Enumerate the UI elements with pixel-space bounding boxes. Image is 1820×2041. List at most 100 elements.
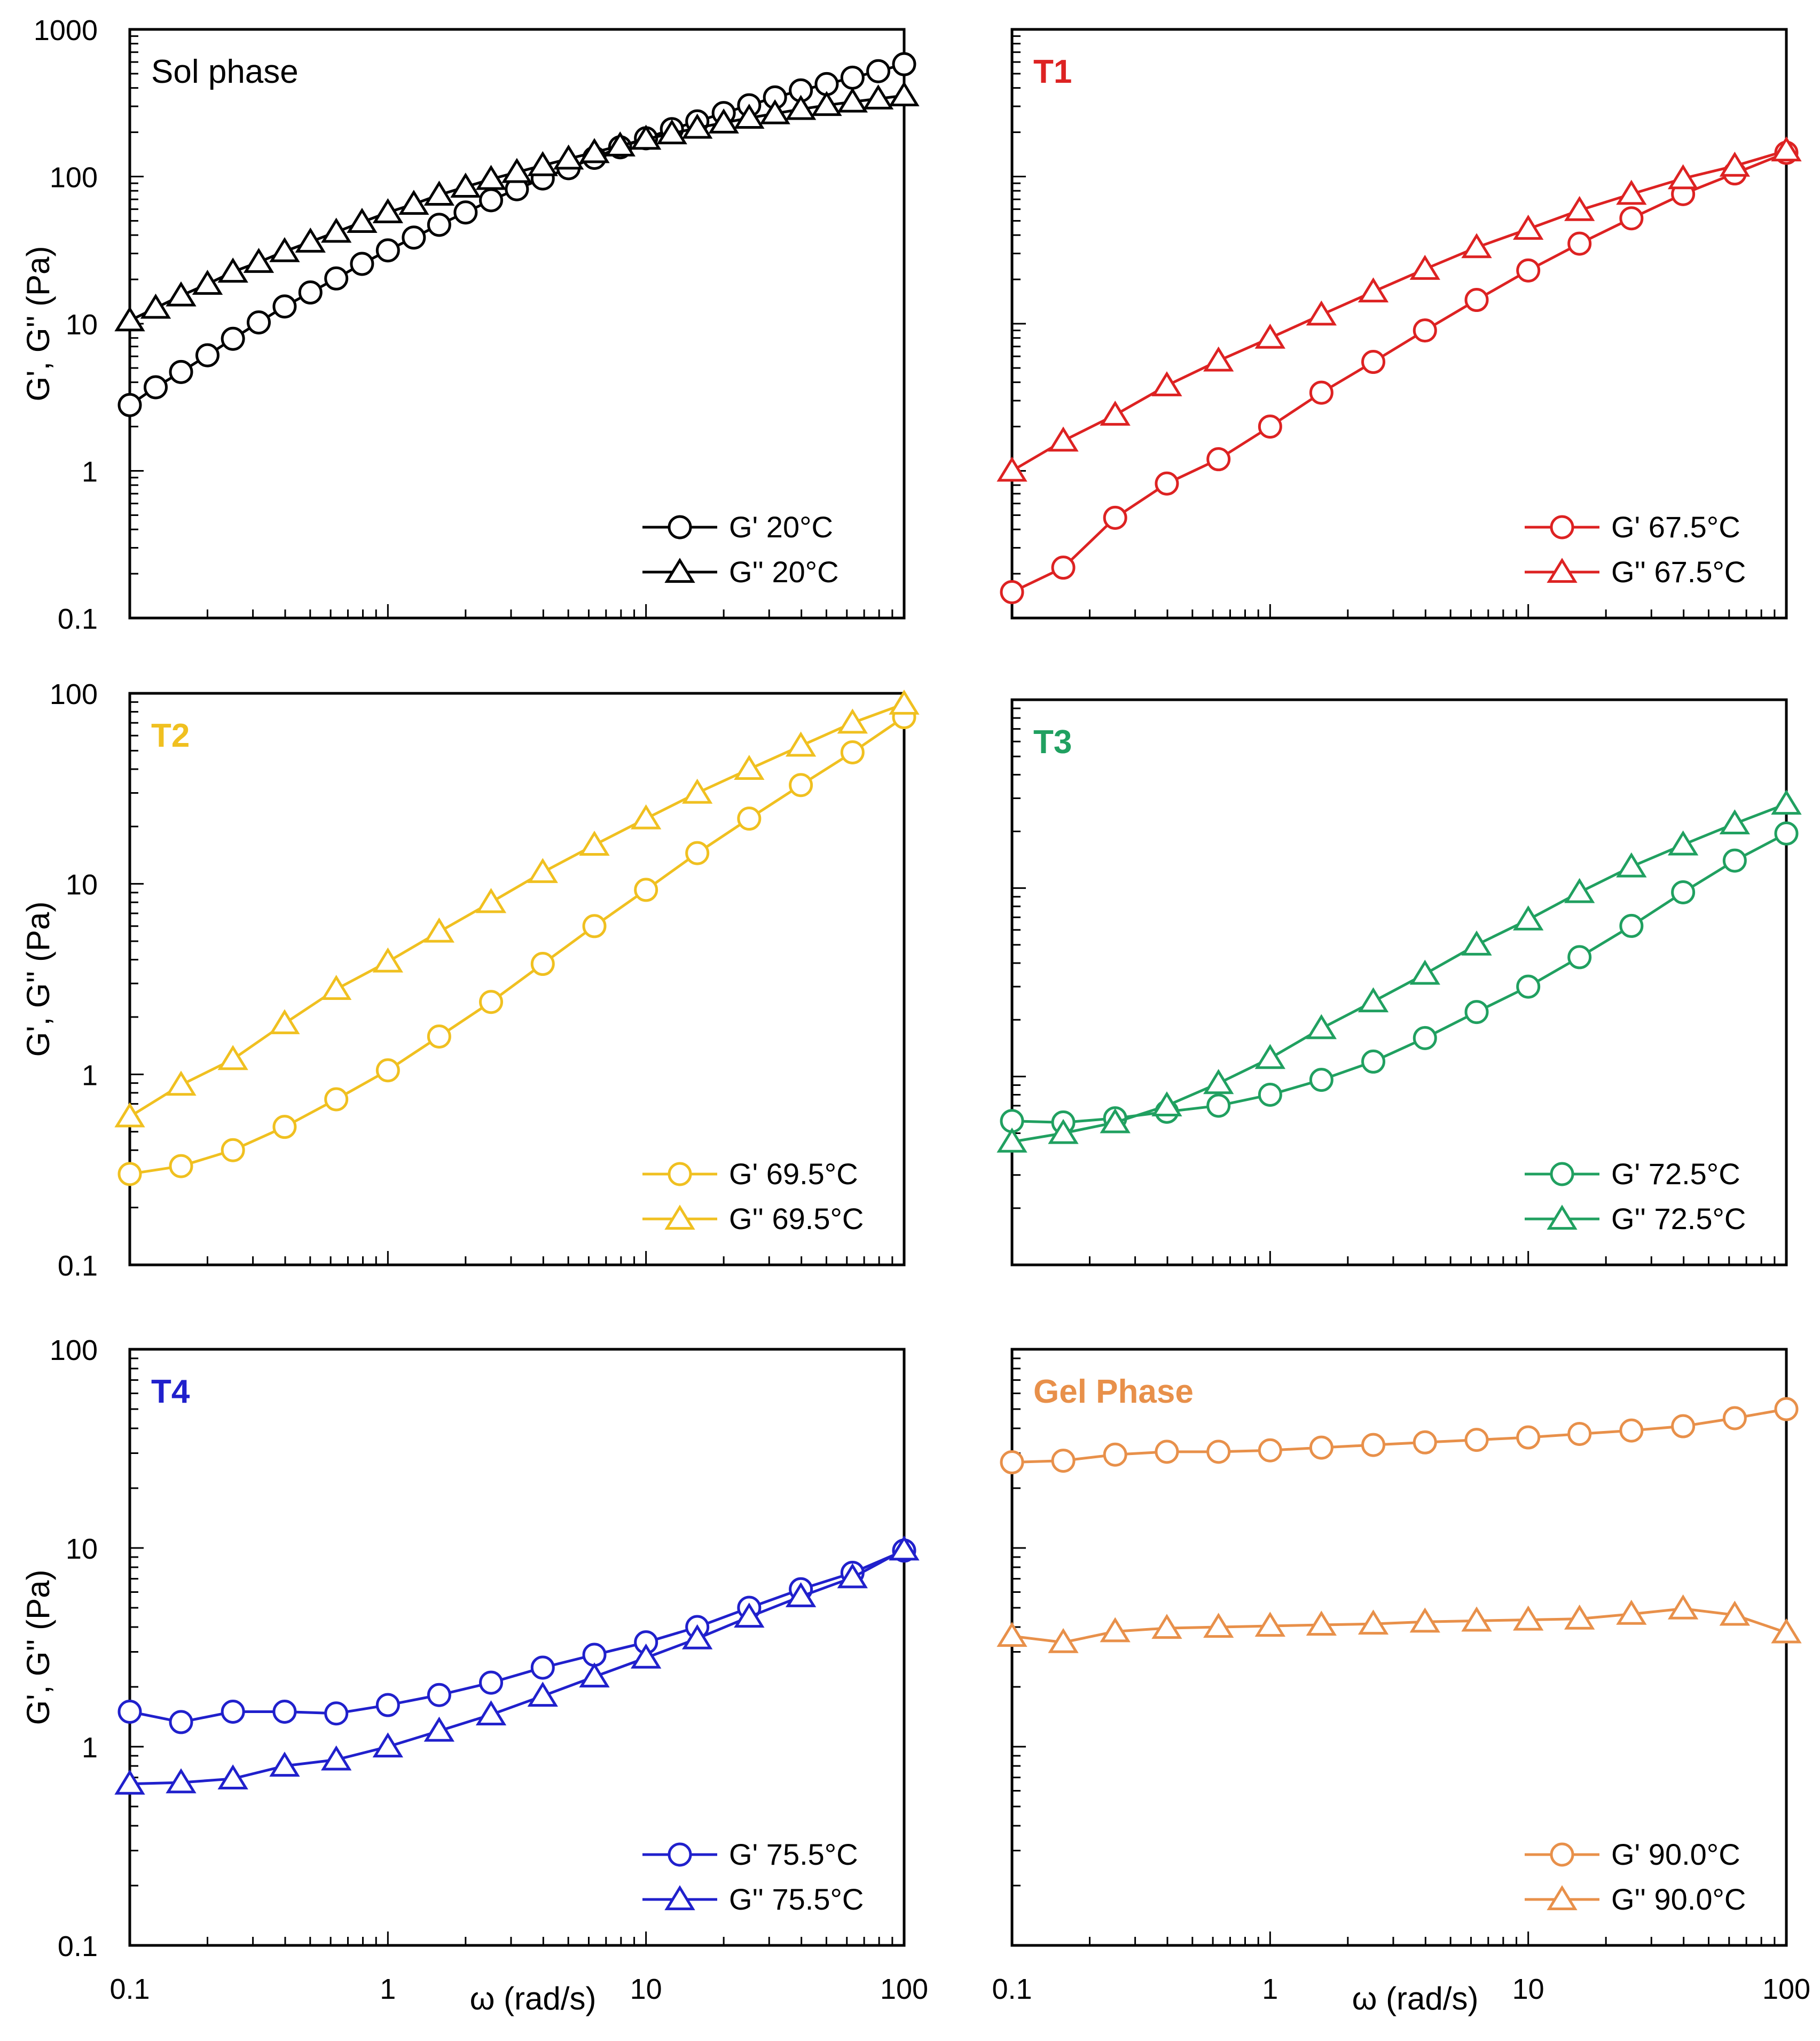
x-axis-title: ω (rad/s) [1352,1981,1479,2016]
data-point-triangle [664,1205,695,1230]
data-point-circle [1155,471,1179,496]
chart-panel-4: 0.1 1 10 100 0.1 1 10 100 G', G'' (Pa) ω (rad/s) T… [20,1334,928,2016]
data-point-triangle [631,804,662,830]
data-point-circle [1722,1406,1747,1430]
data-point-triangle [114,1769,145,1795]
data-point-circle [221,326,245,351]
data-point-circle [1464,1000,1489,1025]
data-point-circle [117,1162,142,1186]
data-point-triangle [682,1624,713,1649]
data-point-triangle [475,888,507,913]
data-point-circle [1516,1425,1541,1450]
data-point-triangle [1461,1606,1492,1632]
legend-entry: G' 75.5°C [729,1837,858,1871]
data-point-triangle [217,1764,248,1790]
plot-frame [128,692,906,1266]
data-point-circle [866,59,891,83]
data-point-triangle [1100,400,1131,426]
data-point-triangle [1771,789,1802,815]
x-tick-label: 1 [380,1973,396,2005]
y-tick-label: 1 [82,1059,98,1091]
y-axis-title: G', G'' (Pa) [20,901,56,1057]
data-point-triangle [1254,1612,1285,1637]
data-point-circle [840,740,865,764]
data-point-triangle [579,831,610,856]
legend-entry: G'' 90.0°C [1611,1882,1746,1916]
data-point-circle [1774,1397,1799,1421]
data-point-circle [221,1699,245,1724]
data-point-triangle [1667,830,1699,856]
series-line-0 [129,1549,905,1724]
x-tick-label: 100 [1762,1973,1810,2005]
data-point-triangle [1667,1594,1699,1620]
data-point-triangle [347,208,378,233]
chart-panel-0: 0.1 1 10 100 1000 G', G'' (Pa) Sol phase G' 20°… [20,14,920,635]
data-point-circle [272,1699,297,1724]
data-point-triangle [785,1582,817,1607]
data-point-circle [427,1683,451,1707]
data-point-triangle [1564,878,1595,903]
data-point-triangle [997,1127,1027,1153]
panel-title: T4 [151,1373,190,1410]
data-point-circle [1464,1428,1489,1452]
series-line-0 [1011,1407,1787,1464]
data-point-triangle [269,1751,300,1777]
legend-entry: G' 67.5°C [1611,510,1740,544]
data-point-triangle [1409,959,1440,985]
data-point-triangle [1667,164,1699,190]
data-point-circle [1206,1093,1231,1118]
data-point-circle [1464,288,1489,312]
data-point-triangle [1461,233,1492,259]
data-point-triangle [1616,852,1647,878]
data-point-triangle [708,108,739,134]
data-point-circle [1051,1449,1076,1473]
data-point-circle [892,52,916,76]
data-point-circle [402,225,426,250]
legend-entry: G'' 67.5°C [1611,555,1746,589]
y-axis-title: G', G'' (Pa) [20,246,56,401]
data-point-triangle [1616,1599,1647,1625]
series-line-1 [1011,1607,1787,1644]
x-tick-label: 0.1 [109,1973,150,2005]
data-point-circle [530,1655,555,1680]
y-tick-label: 1 [82,456,98,488]
data-point-triangle [682,778,713,804]
data-point-circle [1567,945,1592,969]
data-point-triangle [1513,1605,1544,1631]
chart-panel-3: T3 G' 72.5°C G'' 72.5°C [997,698,1802,1266]
data-point-circle [1258,1083,1282,1107]
data-point-triangle [837,1563,868,1589]
y-tick-label: 1 [82,1732,98,1764]
plot-frame [1010,698,1788,1266]
data-point-circle [1309,1068,1333,1092]
data-point-triangle [579,138,610,163]
data-point-circle [737,807,762,831]
data-point-circle [668,515,692,539]
data-point-triangle [1513,905,1544,930]
data-point-triangle [269,1009,300,1035]
data-point-triangle [140,293,171,319]
data-point-circle [272,294,297,319]
data-point-circle [272,1115,297,1139]
data-point-circle [1258,1438,1282,1463]
data-point-circle [1619,206,1644,231]
data-point-triangle [1151,1614,1182,1639]
data-point-triangle [759,99,790,124]
data-point-circle [1361,1433,1386,1457]
series-line-0 [1011,832,1787,1124]
data-point-circle [324,1701,349,1726]
legend-entry: G' 69.5°C [729,1157,858,1191]
data-point-triangle [656,119,687,145]
plot-frame [1010,1348,1788,1947]
data-point-circle [453,200,478,225]
data-point-triangle [217,257,248,283]
data-point-triangle [664,558,695,583]
data-point-circle [1258,415,1282,439]
y-tick-label: 1000 [34,14,98,46]
data-point-circle [1550,515,1574,539]
data-point-circle [117,393,142,417]
data-point-triangle [1513,214,1544,240]
y-tick-label: 10 [66,1533,98,1565]
data-point-triangle [321,217,352,243]
data-point-triangle [631,1643,662,1669]
